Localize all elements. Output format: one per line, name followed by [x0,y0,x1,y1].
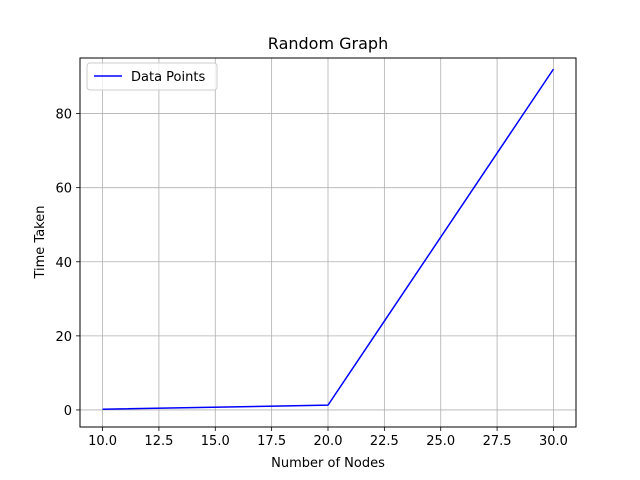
y-tick-label: 60 [55,182,72,197]
chart-title: Random Graph [268,34,388,53]
plot-frame [79,57,577,428]
x-tick-label: 20.0 [314,434,343,449]
x-tick-label: 25.0 [426,434,455,449]
x-tick-label: 30.0 [539,434,568,449]
y-tick-label: 0 [64,404,72,419]
grid-lines [80,58,576,427]
x-tick-label: 10.0 [88,434,117,449]
x-tick-label: 22.5 [370,434,399,449]
y-tick-label: 20 [55,330,72,345]
x-axis-ticks: 10.0 12.5 15.0 17.5 20.0 22.5 25.0 27.5 30.0 [88,427,568,449]
x-tick-label: 12.5 [144,434,173,449]
legend-box [86,62,218,91]
y-tick-label: 80 [55,108,72,123]
legend: Data Points [86,62,218,91]
legend-label-data-points: Data Points [131,70,205,85]
x-tick-label: 27.5 [483,434,512,449]
x-axis-label: Number of Nodes [271,456,385,471]
y-tick-label: 40 [55,256,72,271]
y-axis-label: Time Taken [33,205,48,279]
x-tick-label: 17.5 [257,434,286,449]
series-layer [102,68,555,410]
y-axis-ticks: 0 20 40 60 80 [55,108,80,419]
x-tick-label: 15.0 [201,434,230,449]
